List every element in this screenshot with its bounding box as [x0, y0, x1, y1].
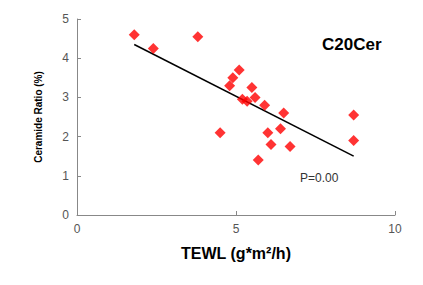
svg-text:3: 3: [62, 90, 69, 104]
svg-text:5: 5: [62, 12, 69, 26]
svg-text:5: 5: [233, 222, 240, 236]
svg-text:0: 0: [62, 208, 69, 222]
svg-text:P=0.00: P=0.00: [300, 171, 339, 185]
svg-text:10: 10: [388, 222, 402, 236]
svg-text:C20Cer: C20Cer: [322, 35, 382, 54]
svg-text:0: 0: [74, 222, 81, 236]
svg-text:2: 2: [62, 130, 69, 144]
svg-text:Ceramide Ratio (%): Ceramide Ratio (%): [33, 71, 44, 163]
svg-text:4: 4: [62, 51, 69, 65]
svg-text:TEWL (g*m²/h): TEWL (g*m²/h): [181, 245, 291, 262]
svg-text:1: 1: [62, 169, 69, 183]
